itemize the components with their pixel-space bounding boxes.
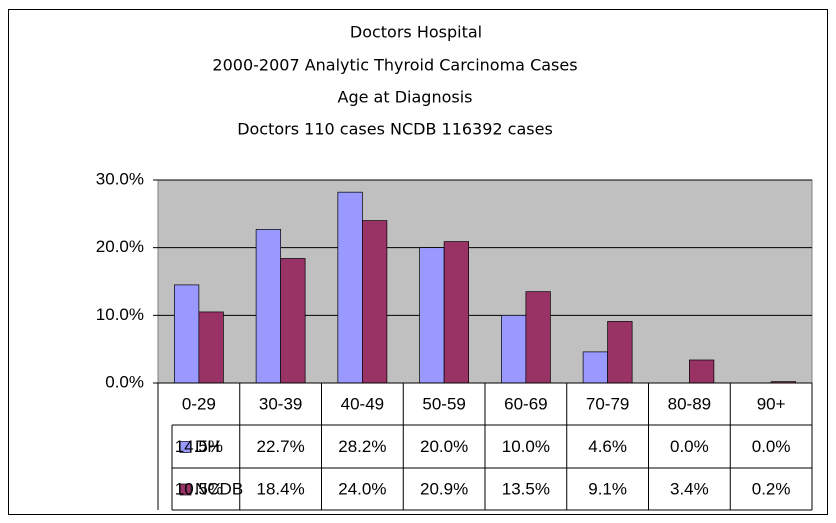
x-tick-label: 30-39 — [259, 394, 302, 413]
x-tick-label: 80-89 — [668, 394, 711, 413]
data-label: 28.2% — [338, 437, 386, 456]
y-tick-label: 20.0% — [96, 237, 144, 256]
data-label: 0.2% — [752, 479, 791, 498]
data-label: 14.5% — [175, 437, 223, 456]
bar — [525, 291, 551, 384]
data-label: 13.5% — [502, 479, 550, 498]
legend-label: DH — [195, 437, 220, 456]
data-label: 22.7% — [257, 437, 305, 456]
data-label: 20.0% — [420, 437, 468, 456]
bar — [443, 241, 469, 384]
legend-label: NCDB — [195, 479, 243, 498]
y-tick-label: 0.0% — [105, 372, 144, 391]
chart-title: Doctors Hospital — [350, 23, 482, 42]
bar — [198, 311, 224, 384]
bar — [607, 321, 633, 384]
data-label: 20.9% — [420, 479, 468, 498]
bar — [255, 229, 281, 384]
data-label: 3.4% — [670, 479, 709, 498]
bar — [582, 351, 608, 384]
x-tick-label: 90+ — [757, 394, 786, 413]
data-label: 10.0% — [502, 437, 550, 456]
bar — [501, 314, 527, 384]
bar — [174, 284, 200, 384]
legend-key — [179, 441, 192, 453]
data-label: 0.0% — [670, 437, 709, 456]
x-tick-label: 0-29 — [182, 394, 216, 413]
bar — [419, 247, 445, 384]
x-tick-label: 50-59 — [422, 394, 465, 413]
chart-subtitle: Age at Diagnosis — [338, 88, 473, 107]
x-tick-label: 40-49 — [341, 394, 384, 413]
y-tick-label: 30.0% — [96, 169, 144, 188]
data-label: 9.1% — [588, 479, 627, 498]
data-label: 4.6% — [588, 437, 627, 456]
data-label: 24.0% — [338, 479, 386, 498]
bar — [362, 220, 388, 384]
data-label: 10.5% — [175, 479, 223, 498]
data-label: 18.4% — [257, 479, 305, 498]
legend-key — [179, 483, 192, 496]
bar — [337, 191, 363, 384]
chart-subtitle: 2000-2007 Analytic Thyroid Carcinoma Cas… — [212, 56, 577, 75]
bar — [280, 258, 306, 384]
bar — [689, 359, 715, 384]
x-tick-label: 60-69 — [504, 394, 547, 413]
x-tick-label: 70-79 — [586, 394, 629, 413]
chart-subtitle: Doctors 110 cases NCDB 116392 cases — [237, 120, 553, 139]
y-tick-label: 10.0% — [96, 305, 144, 324]
data-label: 0.0% — [752, 437, 791, 456]
